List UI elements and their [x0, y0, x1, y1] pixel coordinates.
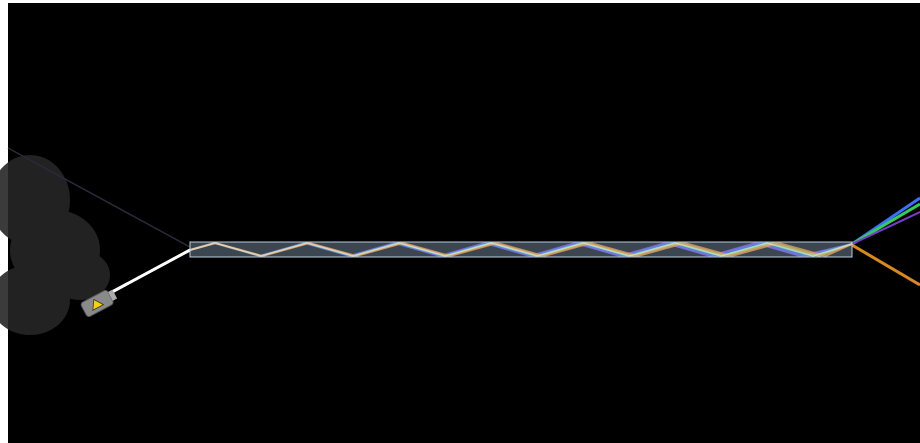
- simulation-screen: [0, 0, 920, 443]
- page: (() => { const svg = document.getElement…: [0, 0, 920, 443]
- optical-fiber[interactable]: [190, 242, 852, 257]
